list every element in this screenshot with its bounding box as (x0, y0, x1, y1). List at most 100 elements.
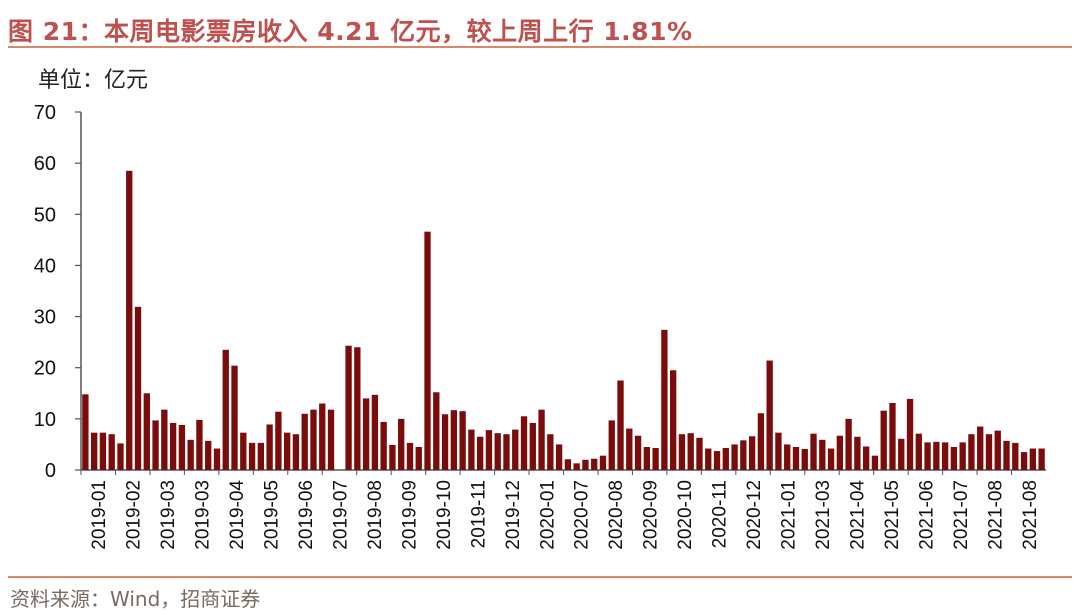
title-bar: 图 21：本周电影票房收入 4.21 亿元，较上周上行 1.81% (8, 6, 1072, 48)
y-tick-label: 10 (34, 409, 56, 431)
bar (968, 434, 975, 470)
bar (187, 439, 194, 470)
bar (854, 436, 861, 470)
bar (433, 392, 440, 470)
y-tick-label: 20 (34, 358, 56, 380)
bar (599, 455, 607, 470)
bar (941, 442, 949, 470)
bar (362, 398, 370, 470)
y-tick-label: 60 (34, 153, 56, 175)
x-tick-label: 2021-01 (779, 480, 800, 550)
y-tick-label: 70 (34, 102, 56, 124)
bar (389, 444, 396, 470)
bar (555, 444, 563, 470)
bar (933, 441, 940, 470)
y-tick-label: 0 (45, 460, 56, 482)
bar (266, 424, 273, 470)
bar (1020, 452, 1028, 470)
x-tick-label: 2021-04 (847, 480, 868, 550)
bar (126, 170, 133, 470)
x-tick-label: 2019-05 (262, 480, 283, 550)
x-tick-label: 2021-08 (1020, 480, 1041, 550)
bar (424, 231, 431, 470)
bar (275, 411, 282, 470)
x-tick-label: 2021-06 (916, 480, 937, 550)
bar (161, 409, 168, 470)
bar (722, 448, 729, 470)
bar (301, 413, 308, 470)
bar (898, 438, 905, 470)
x-tick-label: 2021-03 (813, 480, 834, 550)
bar (257, 442, 264, 470)
bar (512, 429, 519, 470)
x-tick-label: 2019-03 (193, 480, 214, 550)
bar (520, 416, 528, 470)
x-tick-label: 2019-10 (434, 480, 455, 550)
bar (82, 394, 89, 470)
bar (670, 370, 677, 470)
x-tick-label: 2020-09 (641, 480, 662, 550)
y-tick-label: 50 (34, 204, 56, 226)
bar (977, 426, 984, 470)
x-tick-label: 2019-01 (89, 480, 110, 550)
x-tick-label: 2020-08 (606, 480, 627, 550)
bar (477, 436, 484, 470)
source-divider (8, 576, 1072, 578)
bar (108, 434, 115, 470)
x-tick-label: 2020-01 (537, 480, 558, 550)
bar (845, 418, 852, 470)
bar (406, 442, 414, 470)
bar (880, 410, 887, 470)
bar (766, 360, 773, 470)
bar (319, 403, 326, 470)
bar (441, 414, 449, 470)
bar (617, 380, 624, 470)
bar (573, 463, 580, 470)
bar (152, 420, 159, 470)
bar (731, 444, 738, 470)
bar (678, 434, 686, 470)
bar (713, 451, 721, 470)
x-tick-label: 2019-08 (365, 480, 386, 550)
bar (924, 442, 931, 470)
x-tick-label: 2019-03 (158, 480, 179, 550)
x-tick-label: 2019-06 (296, 480, 317, 550)
x-tick-label: 2019-12 (503, 480, 524, 550)
bar (696, 437, 703, 470)
bar (661, 329, 668, 470)
bar (827, 448, 835, 470)
bar (196, 419, 203, 470)
bar (819, 439, 826, 470)
bar (248, 442, 256, 470)
bar (801, 449, 808, 470)
bar (222, 349, 229, 470)
bar (687, 433, 694, 470)
x-tick-label: 2020-11 (710, 480, 731, 548)
bar (450, 410, 457, 470)
bar (380, 421, 387, 470)
bar (415, 446, 422, 470)
source-note: 资料来源：Wind，招商证券 (10, 587, 261, 611)
bar (310, 409, 317, 470)
bar (354, 347, 361, 470)
bar (1029, 448, 1036, 470)
bar (950, 446, 958, 470)
bar (398, 418, 405, 470)
bar (810, 433, 817, 470)
bar (503, 434, 510, 470)
bar (547, 434, 554, 470)
bar (591, 458, 598, 470)
bar (564, 459, 572, 470)
bar (906, 398, 914, 470)
x-tick-label: 2019-02 (124, 480, 145, 550)
bar (538, 409, 545, 470)
bar (643, 446, 650, 470)
bar (871, 455, 879, 470)
x-tick-label: 2021-08 (985, 480, 1006, 550)
bar (205, 440, 212, 470)
x-tick-label: 2019-09 (399, 480, 420, 550)
bar (459, 411, 466, 470)
bar (143, 393, 150, 470)
bar (836, 435, 843, 470)
